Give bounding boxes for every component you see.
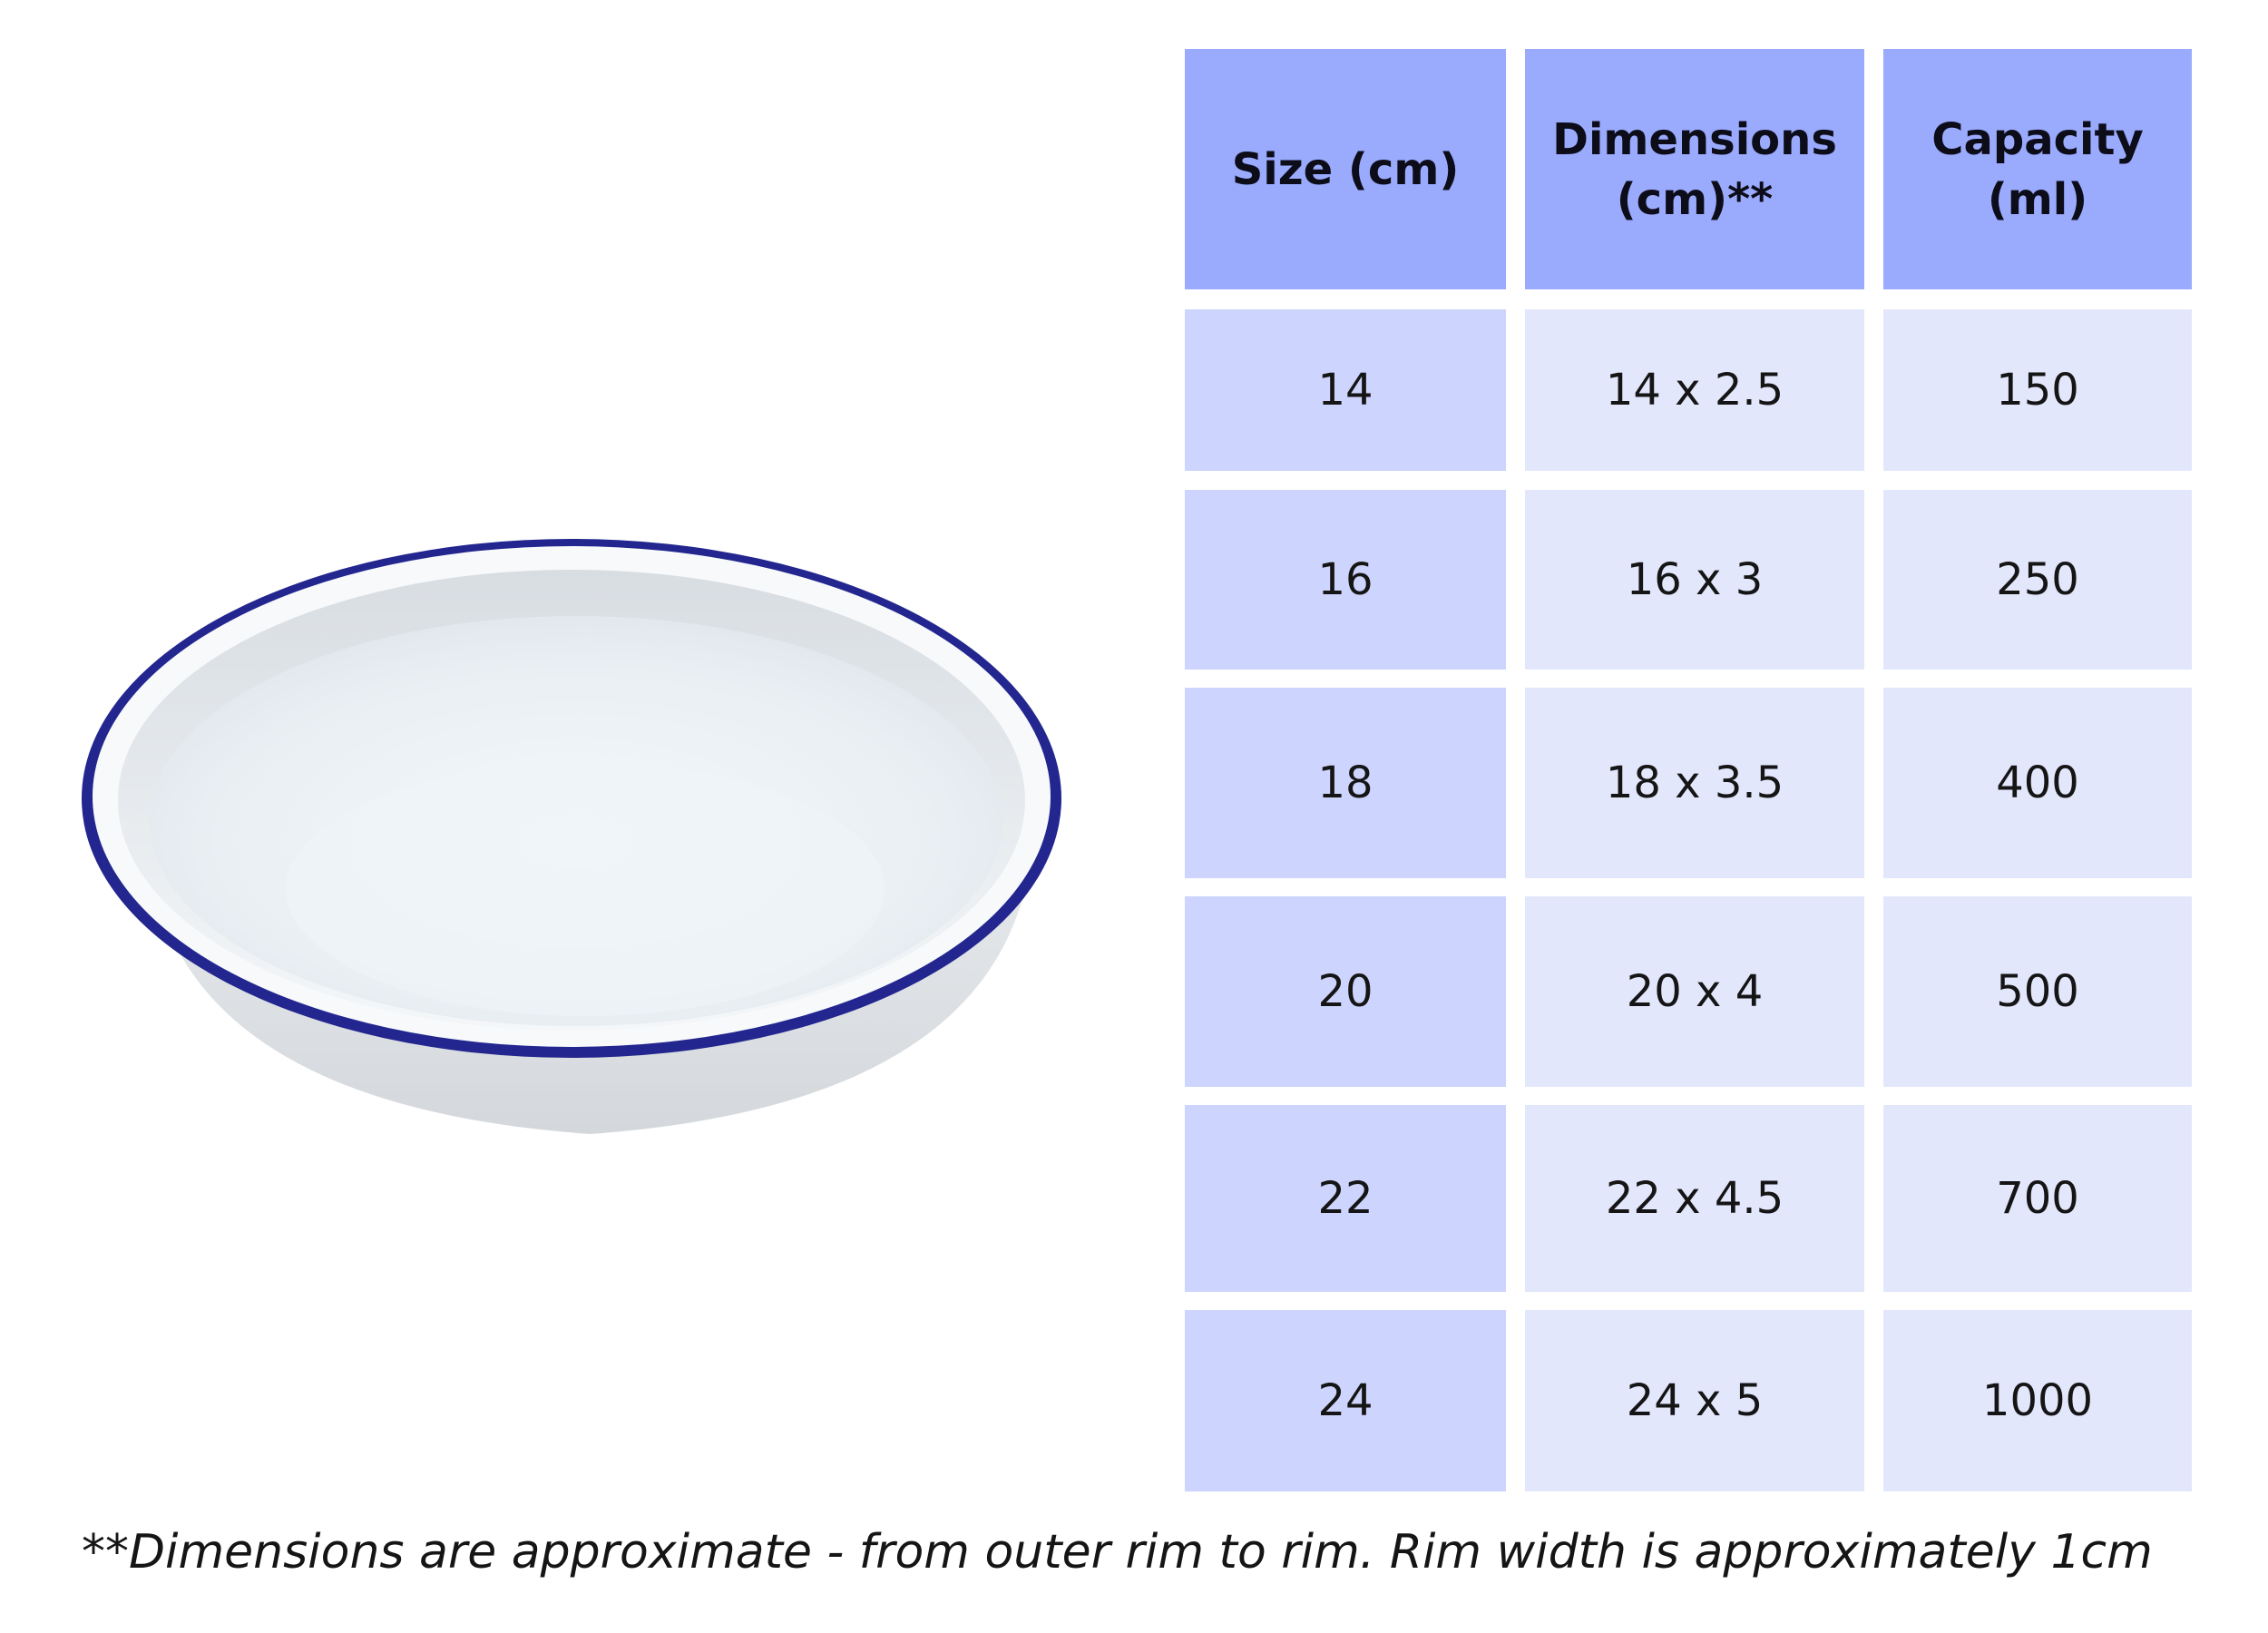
table-cell-size: 24 (1185, 1310, 1506, 1491)
table-cell-dimensions: 22 x 4.5 (1525, 1105, 1864, 1292)
size-value: 18 (1317, 758, 1374, 808)
capacity-value: 500 (1996, 966, 2079, 1017)
header-capacity-line2: (ml) (1987, 173, 2088, 225)
header-dimensions-line2: (cm)** (1616, 173, 1774, 225)
table-cell-size: 16 (1185, 490, 1506, 670)
dimensions-value: 16 x 3 (1626, 554, 1764, 605)
table-cell-capacity: 1000 (1883, 1310, 2192, 1491)
table-cell-size: 18 (1185, 688, 1506, 878)
size-value: 22 (1317, 1173, 1374, 1224)
table-cell-dimensions: 20 x 4 (1525, 896, 1864, 1087)
table-cell-size: 22 (1185, 1105, 1506, 1292)
dimensions-footnote: **Dimensions are approximate - from oute… (82, 1525, 2153, 1579)
table-cell-size: 20 (1185, 896, 1506, 1087)
capacity-value: 150 (1996, 365, 2079, 416)
table-cell-capacity: 400 (1883, 688, 2192, 878)
capacity-value: 700 (1996, 1173, 2079, 1224)
table-cell-dimensions: 14 x 2.5 (1525, 309, 1864, 471)
dimensions-value: 14 x 2.5 (1605, 365, 1784, 416)
capacity-value: 1000 (1981, 1375, 2094, 1426)
table-cell-dimensions: 16 x 3 (1525, 490, 1864, 670)
table-cell-capacity: 250 (1883, 490, 2192, 670)
header-size-label: Size (cm) (1231, 143, 1460, 195)
dimensions-value: 24 x 5 (1626, 1375, 1764, 1426)
capacity-value: 400 (1996, 758, 2079, 808)
header-dimensions: Dimensions (cm)** (1525, 49, 1864, 289)
table-cell-capacity: 150 (1883, 309, 2192, 471)
pie-dish-image (82, 539, 1061, 1134)
header-capacity-line1: Capacity (1931, 113, 2144, 165)
size-value: 14 (1317, 365, 1374, 416)
table-cell-dimensions: 24 x 5 (1525, 1310, 1864, 1491)
table-cell-capacity: 500 (1883, 896, 2192, 1087)
table-cell-capacity: 700 (1883, 1105, 2192, 1292)
header-capacity: Capacity (ml) (1883, 49, 2192, 289)
dimensions-value: 20 x 4 (1626, 966, 1764, 1017)
table-cell-dimensions: 18 x 3.5 (1525, 688, 1864, 878)
dimensions-value: 22 x 4.5 (1605, 1173, 1784, 1224)
header-size: Size (cm) (1185, 49, 1506, 289)
capacity-value: 250 (1996, 554, 2079, 605)
table-cell-size: 14 (1185, 309, 1506, 471)
size-value: 24 (1317, 1375, 1374, 1426)
size-value: 20 (1317, 966, 1374, 1017)
header-dimensions-line1: Dimensions (1552, 113, 1837, 165)
size-value: 16 (1317, 554, 1374, 605)
dimensions-value: 18 x 3.5 (1605, 758, 1784, 808)
size-table: Size (cm) Dimensions (cm)** Capacity (ml… (1185, 49, 2192, 1491)
